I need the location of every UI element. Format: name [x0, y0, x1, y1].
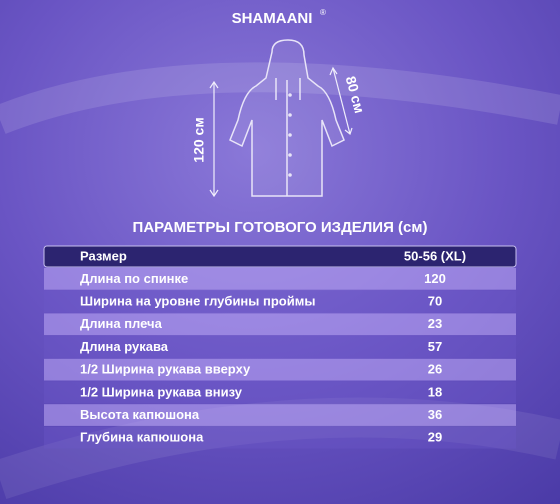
table-row-bg [44, 404, 516, 426]
table-header-bar [43, 245, 517, 268]
table-cell: 23 [428, 316, 442, 331]
table-row-bg [44, 313, 516, 336]
brand: SHAMAANI [232, 10, 313, 27]
decor-wave [0, 62, 560, 134]
table-cell: Глубина капюшона [80, 430, 204, 445]
table-row-bg [44, 426, 516, 449]
table-row-bg [44, 381, 516, 404]
table-cell: 57 [428, 339, 442, 354]
table-row-bg [44, 358, 516, 381]
table-cell: Длина по спинке [80, 271, 188, 286]
table-cell: 18 [428, 384, 442, 399]
table-row-bg [44, 290, 516, 313]
table-cell: Высота капюшона [80, 407, 200, 422]
length-label: 120 см [191, 117, 207, 162]
table-cell: 1/2 Ширина рукава внизу [80, 384, 243, 399]
sleeve-dimension [329, 66, 353, 136]
table-cell: 1/2 Ширина рукава вверху [80, 362, 251, 377]
table-cell: Длина плеча [80, 316, 163, 331]
coat-drawing [229, 39, 345, 197]
table-title: ПАРАМЕТРЫ ГОТОВОГО ИЗДЕЛИЯ (см) [133, 219, 428, 236]
table-cell: Длина рукава [80, 339, 169, 354]
length-dimension [209, 80, 219, 198]
table-cell: 26 [428, 362, 442, 377]
table-header-cell: Размер [80, 248, 127, 263]
brand-mark: ® [320, 8, 326, 17]
table-cell: 70 [428, 293, 442, 308]
table-header-cell: 50-56 (XL) [404, 248, 466, 263]
table-row-bg [44, 268, 516, 290]
table-row-bg [44, 336, 516, 358]
table-cell: Ширина на уровне глубины проймы [80, 293, 315, 308]
table-cell: 29 [428, 430, 442, 445]
table-cell: 36 [428, 407, 442, 422]
table-cell: 120 [424, 271, 446, 286]
